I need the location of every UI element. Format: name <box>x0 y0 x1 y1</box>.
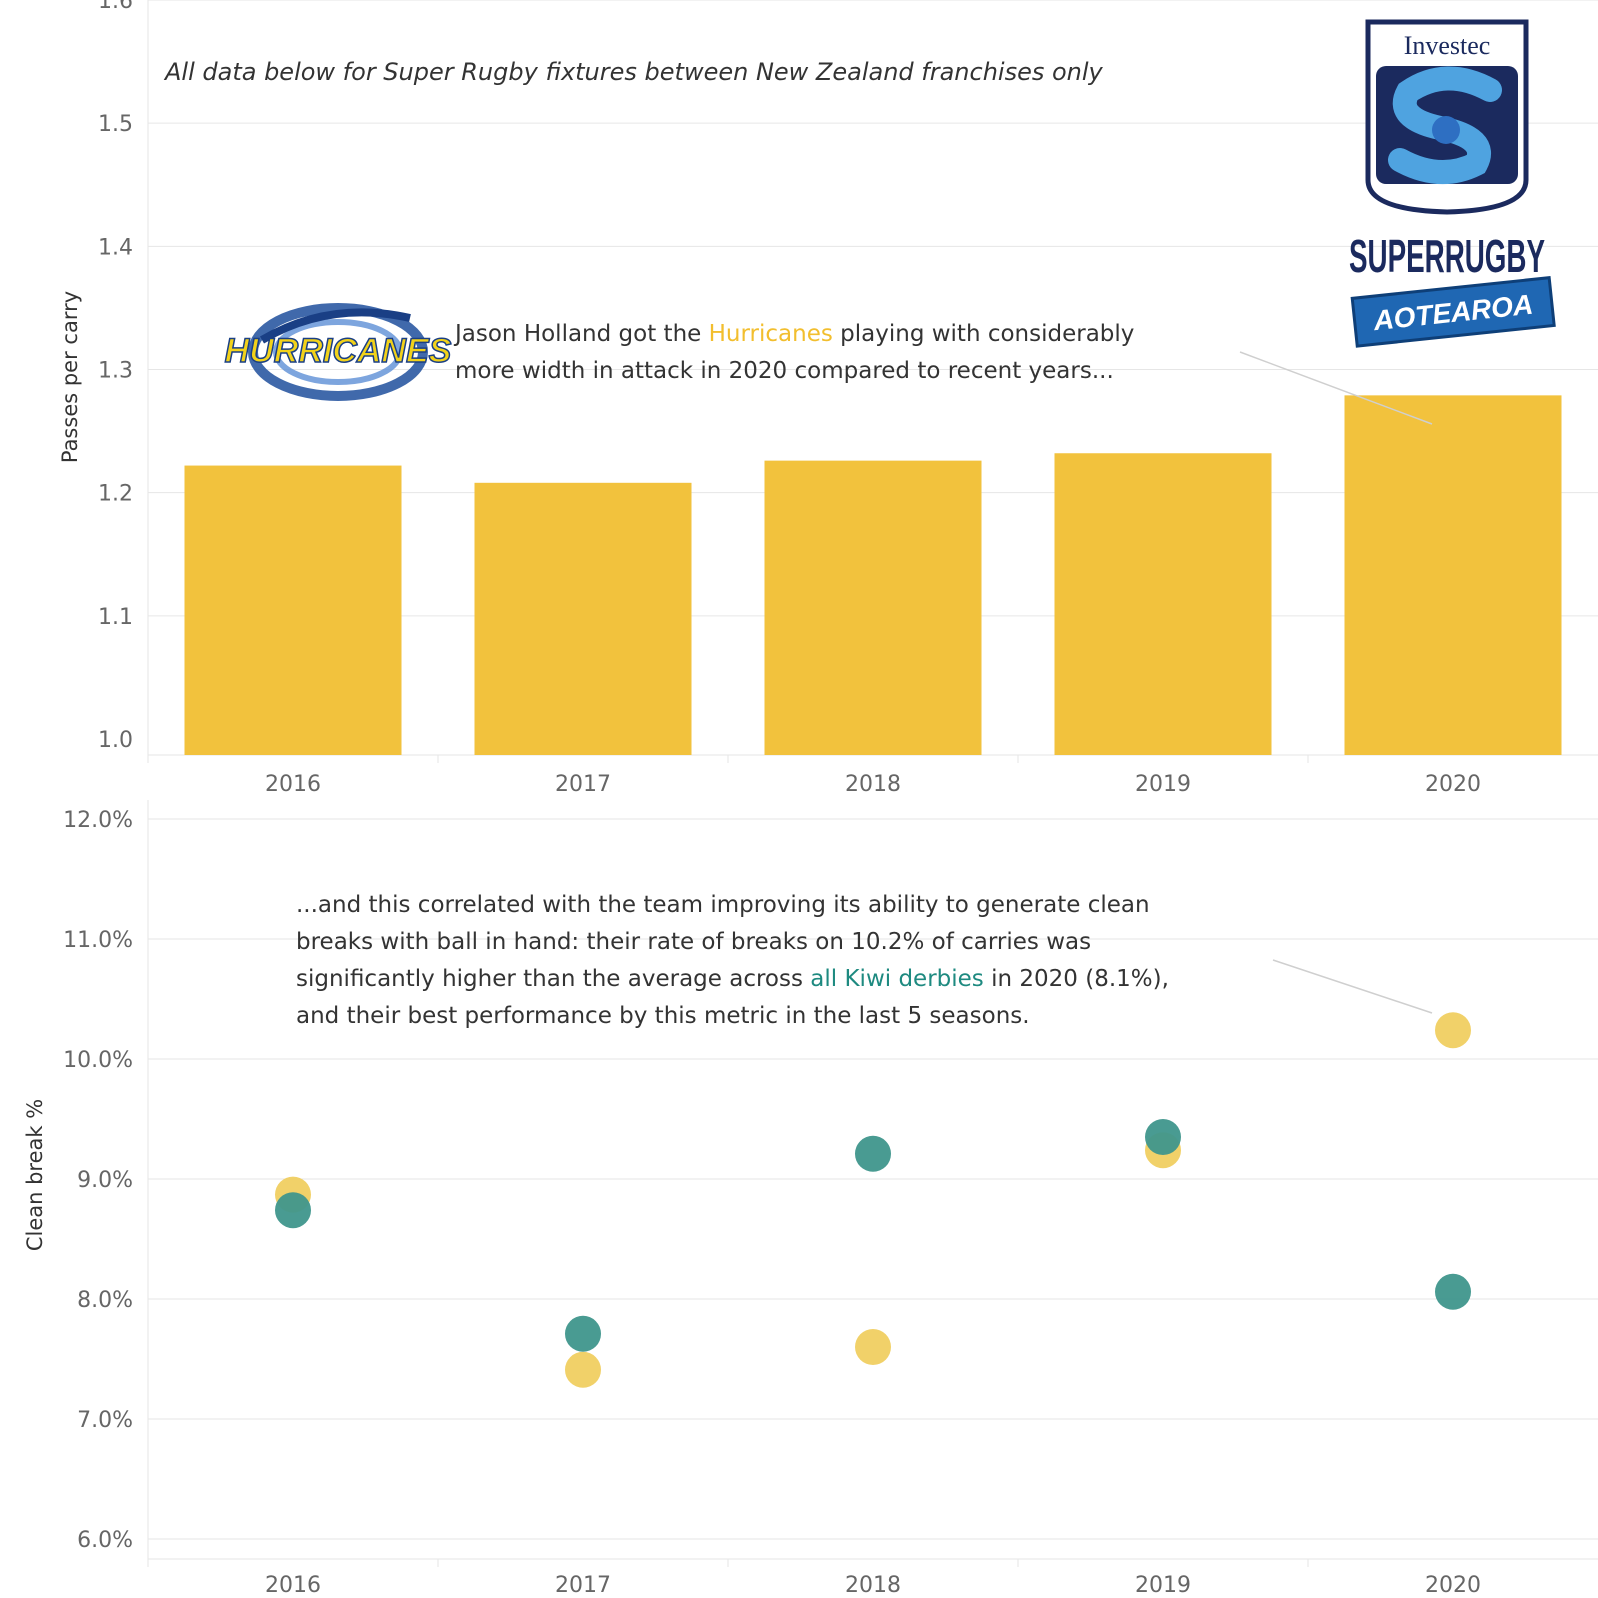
x-tick-label-bottom: 2018 <box>845 1573 901 1598</box>
annotation-bottom-line-2: breaks with ball in hand: their rate of … <box>296 929 1092 955</box>
annotation-top-line-2: more width in attack in 2020 compared to… <box>455 358 1114 384</box>
bar-2017 <box>474 482 692 755</box>
svg-text:Investec: Investec <box>1404 31 1491 60</box>
y-tick-label-top: 1.0 <box>98 728 133 753</box>
y-tick-label-top: 1.1 <box>98 605 133 630</box>
bar-2016 <box>184 465 402 755</box>
x-tick-label-top: 2017 <box>555 772 611 797</box>
point-series-a-2018 <box>855 1329 891 1365</box>
annotation-top-text-1: Jason Holland got the <box>455 321 709 347</box>
hurricanes-logo: HURRICANES <box>224 303 452 401</box>
point-series-b-2016 <box>275 1192 311 1229</box>
annotation-top: Jason Holland got the Hurricanes playing… <box>455 316 1215 390</box>
annotation-leader-line-bottom <box>1272 959 1433 1014</box>
x-tick-label-bottom: 2019 <box>1135 1573 1191 1598</box>
y-axis-title-top: Passes per carry <box>58 291 82 463</box>
annotation-bottom-line-4: and their best performance by this metri… <box>296 1003 1030 1029</box>
point-series-b-2018 <box>855 1135 891 1172</box>
y-tick-label-top: 1.2 <box>98 482 133 507</box>
y-axis-title-bottom: Clean break % <box>23 1099 47 1251</box>
y-tick-label-bottom: 12.0% <box>63 808 133 833</box>
x-tick-label-bottom: 2020 <box>1425 1573 1481 1598</box>
annotation-bottom-line-3b: in 2020 (8.1%), <box>983 966 1169 992</box>
annotation-leader-line-top <box>1239 351 1433 425</box>
point-series-b-2020 <box>1435 1273 1471 1310</box>
x-tick-label-top: 2019 <box>1135 772 1191 797</box>
svg-text:HURRICANES: HURRICANES <box>225 332 452 370</box>
y-tick-label-bottom: 9.0% <box>77 1168 133 1193</box>
annotation-top-text-2: playing with considerably <box>832 321 1135 347</box>
bar-2019 <box>1054 453 1272 755</box>
annotation-bottom: ...and this correlated with the team imp… <box>296 887 1256 1035</box>
y-tick-label-bottom: 11.0% <box>63 928 133 953</box>
svg-text:SUPERRUGBY: SUPERRUGBY <box>1349 230 1545 282</box>
y-tick-label-bottom: 6.0% <box>77 1528 133 1553</box>
y-tick-label-top: 1.3 <box>98 358 133 383</box>
x-tick-label-top: 2018 <box>845 772 901 797</box>
bar-2018 <box>764 460 982 755</box>
y-tick-label-top: 1.5 <box>98 112 133 137</box>
annotation-bottom-highlight: all Kiwi derbies <box>810 966 984 992</box>
x-tick-label-bottom: 2017 <box>555 1573 611 1598</box>
chart-subtitle: All data below for Super Rugby fixtures … <box>165 58 1103 86</box>
annotation-bottom-line-3a: significantly higher than the average ac… <box>296 966 811 992</box>
y-tick-label-bottom: 8.0% <box>77 1288 133 1313</box>
clean-break-chart: 6.0% 7.0% 8.0% 9.0% 10.0% 11.0% 12.0% 2016 2017 2… <box>23 800 1598 1598</box>
point-series-a-2017 <box>565 1351 601 1388</box>
annotation-top-highlight: Hurricanes <box>708 321 833 347</box>
y-tick-label-bottom: 10.0% <box>63 1048 133 1073</box>
y-tick-label-bottom: 7.0% <box>77 1408 133 1433</box>
point-series-a-2020 <box>1435 1012 1471 1049</box>
y-tick-label-top: 1.6 <box>98 0 133 14</box>
x-tick-label-bottom: 2016 <box>265 1573 321 1598</box>
x-tick-label-top: 2016 <box>265 772 321 797</box>
point-series-b-2019 <box>1145 1119 1181 1155</box>
point-series-b-2017 <box>565 1315 601 1352</box>
passes-per-carry-chart: 1.0 1.1 1.2 1.3 1.4 1.5 1.6 2016 2017 2018 2019 202… <box>58 0 1598 797</box>
super-rugby-logo: Investec SUPERRUGBY AOTEAROA <box>1349 19 1556 348</box>
bar-2020 <box>1344 395 1562 755</box>
y-tick-label-top: 1.4 <box>98 235 133 260</box>
annotation-bottom-line-1: ...and this correlated with the team imp… <box>296 892 1150 918</box>
x-tick-label-top: 2020 <box>1425 772 1481 797</box>
